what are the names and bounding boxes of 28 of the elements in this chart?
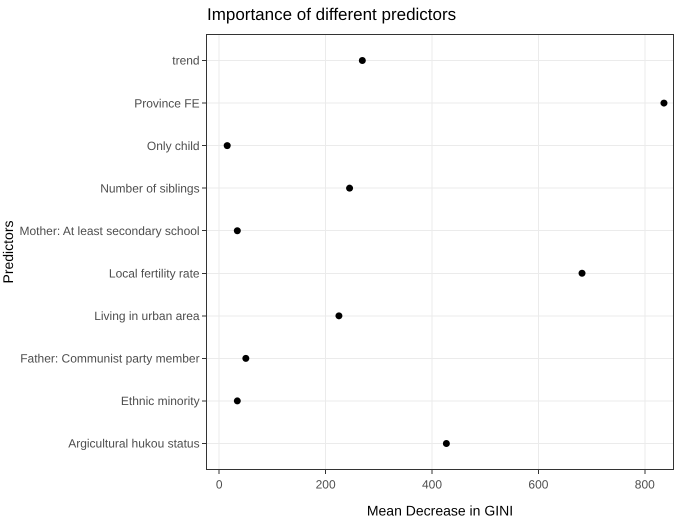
y-tick-label: Living in urban area (94, 309, 200, 324)
point (234, 397, 241, 404)
point (224, 142, 231, 150)
point (346, 184, 354, 192)
point (660, 100, 668, 107)
x-tick-label: 200 (316, 477, 336, 492)
x-tick-label: 400 (422, 477, 442, 492)
y-tick-label: Mother: At least secondary school (20, 224, 200, 238)
x-tick-label: 600 (528, 477, 549, 492)
y-tick-label: Argicultural hukou status (68, 436, 200, 451)
point (234, 227, 241, 234)
y-tick-label: Father: Communist party member (20, 352, 200, 366)
y-tick-label: trend (172, 54, 200, 68)
x-tick-label: 0 (216, 477, 223, 492)
point (358, 57, 366, 64)
x-axis-title: Mean Decrease in GINI (366, 502, 514, 519)
y-tick-label: Ethnic minority (120, 394, 200, 408)
y-tick-label: Only child (146, 138, 200, 153)
x-tick-label: 800 (634, 477, 656, 492)
point (335, 312, 342, 320)
y-tick-label: Province FE (134, 96, 200, 110)
point (578, 270, 586, 277)
y-tick-label: Local fertility rate (108, 266, 200, 280)
point (242, 354, 250, 362)
y-axis-title: Predictors (0, 220, 16, 284)
y-tick-label: Number of siblings (100, 181, 200, 196)
chart-title: Importance of different predictors (207, 4, 456, 24)
point (442, 440, 450, 447)
